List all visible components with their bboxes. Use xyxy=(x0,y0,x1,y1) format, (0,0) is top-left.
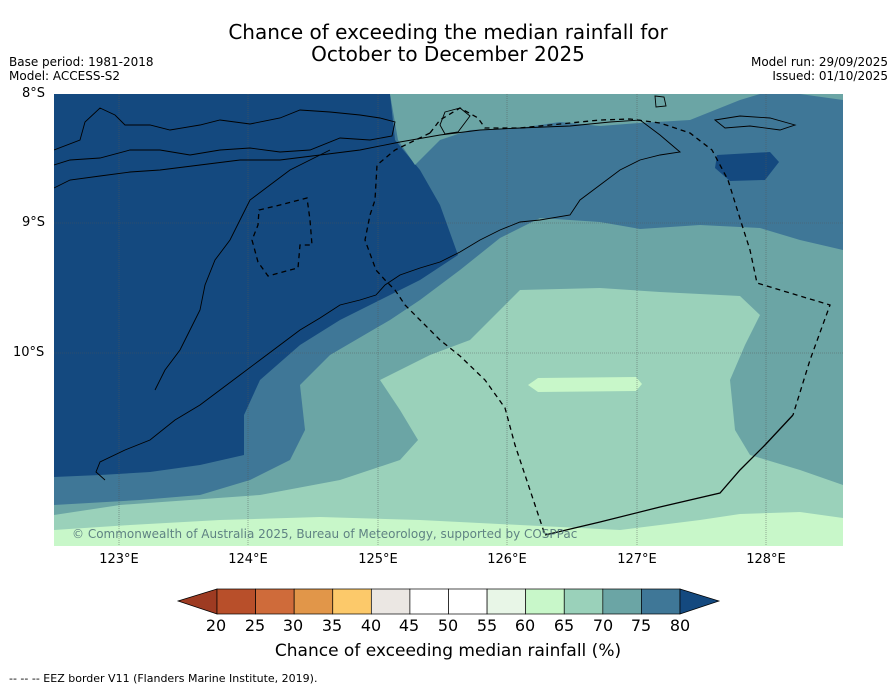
colorbar-label: Chance of exceeding median rainfall (%) xyxy=(274,641,622,661)
colorbar-tick: 35 xyxy=(321,616,343,635)
model-run: Model run: 29/09/2025 xyxy=(750,55,888,69)
coastline-inland xyxy=(154,149,331,391)
eez-border-solid xyxy=(544,414,794,536)
coastline-islet xyxy=(654,95,667,108)
colorbar-tick: 55 xyxy=(476,616,498,635)
colorbar-tick: 30 xyxy=(282,616,304,635)
coastline-east-islands xyxy=(713,115,797,131)
colorbar-tick: 45 xyxy=(398,616,420,635)
lat-label-9s: 9°S xyxy=(22,215,46,230)
lon-label-123e: 123°E xyxy=(99,552,139,567)
colorbar-tick: 40 xyxy=(360,616,382,635)
title-line-2: October to December 2025 xyxy=(311,42,585,66)
coastline-west-timor xyxy=(95,294,377,481)
colorbar xyxy=(176,588,721,615)
colorbar-box xyxy=(370,588,411,615)
eez-border-west xyxy=(364,132,546,536)
title-line-1: Chance of exceeding the median rainfall … xyxy=(228,20,668,44)
colorbar-box xyxy=(641,588,681,615)
colorbar-box xyxy=(486,588,527,615)
colorbar-box xyxy=(293,588,334,615)
colorbar-tick: 20 xyxy=(205,616,227,635)
eez-note: -- -- -- EEZ border V11 (Flanders Marine… xyxy=(9,672,318,685)
lon-label-125e: 125°E xyxy=(358,552,398,567)
lon-label-126e: 126°E xyxy=(487,552,527,567)
colorbar-box xyxy=(255,588,295,615)
colorbar-box xyxy=(216,588,256,615)
coastline-north-islands xyxy=(54,107,396,166)
lon-label-127e: 127°E xyxy=(617,552,657,567)
colorbar-tick: 60 xyxy=(514,616,536,635)
colorbar-tick: 25 xyxy=(244,616,266,635)
colorbar-box xyxy=(525,588,565,615)
zone-80-east xyxy=(715,152,779,181)
colorbar-tick: 65 xyxy=(553,616,575,635)
colorbar-tick: 75 xyxy=(630,616,652,635)
colorbar-box xyxy=(448,588,488,615)
colorbar-box xyxy=(602,588,642,615)
lat-label-10s: 10°S xyxy=(13,345,45,360)
model-name: Model: ACCESS-S2 xyxy=(9,69,121,83)
eez-border-enclave xyxy=(251,197,313,277)
base-period: Base period: 1981-2018 xyxy=(9,55,154,69)
zone-60-65-center xyxy=(528,377,642,392)
zone-60-65-south xyxy=(54,512,843,546)
lon-label-124e: 124°E xyxy=(228,552,268,567)
zone-70-north xyxy=(390,94,760,165)
colorbar-box xyxy=(563,588,604,615)
eez-border-main xyxy=(429,107,831,416)
copyright-notice: © Commonwealth of Australia 2025, Bureau… xyxy=(72,527,578,541)
colorbar-over-arrow xyxy=(679,588,721,615)
lon-label-128e: 128°E xyxy=(746,552,786,567)
colorbar-tick: 70 xyxy=(592,616,614,635)
colorbar-tick: 80 xyxy=(669,616,691,635)
issued-date: Issued: 01/10/2025 xyxy=(772,69,888,83)
colorbar-box xyxy=(332,588,372,615)
colorbar-tick: 50 xyxy=(437,616,459,635)
lat-label-8s: 8°S xyxy=(22,86,46,101)
coastline-timor xyxy=(54,119,682,296)
zone-80-west xyxy=(54,94,458,477)
colorbar-box xyxy=(409,588,449,615)
zone-65-70 xyxy=(54,288,843,546)
colorbar-under-arrow xyxy=(176,588,218,615)
